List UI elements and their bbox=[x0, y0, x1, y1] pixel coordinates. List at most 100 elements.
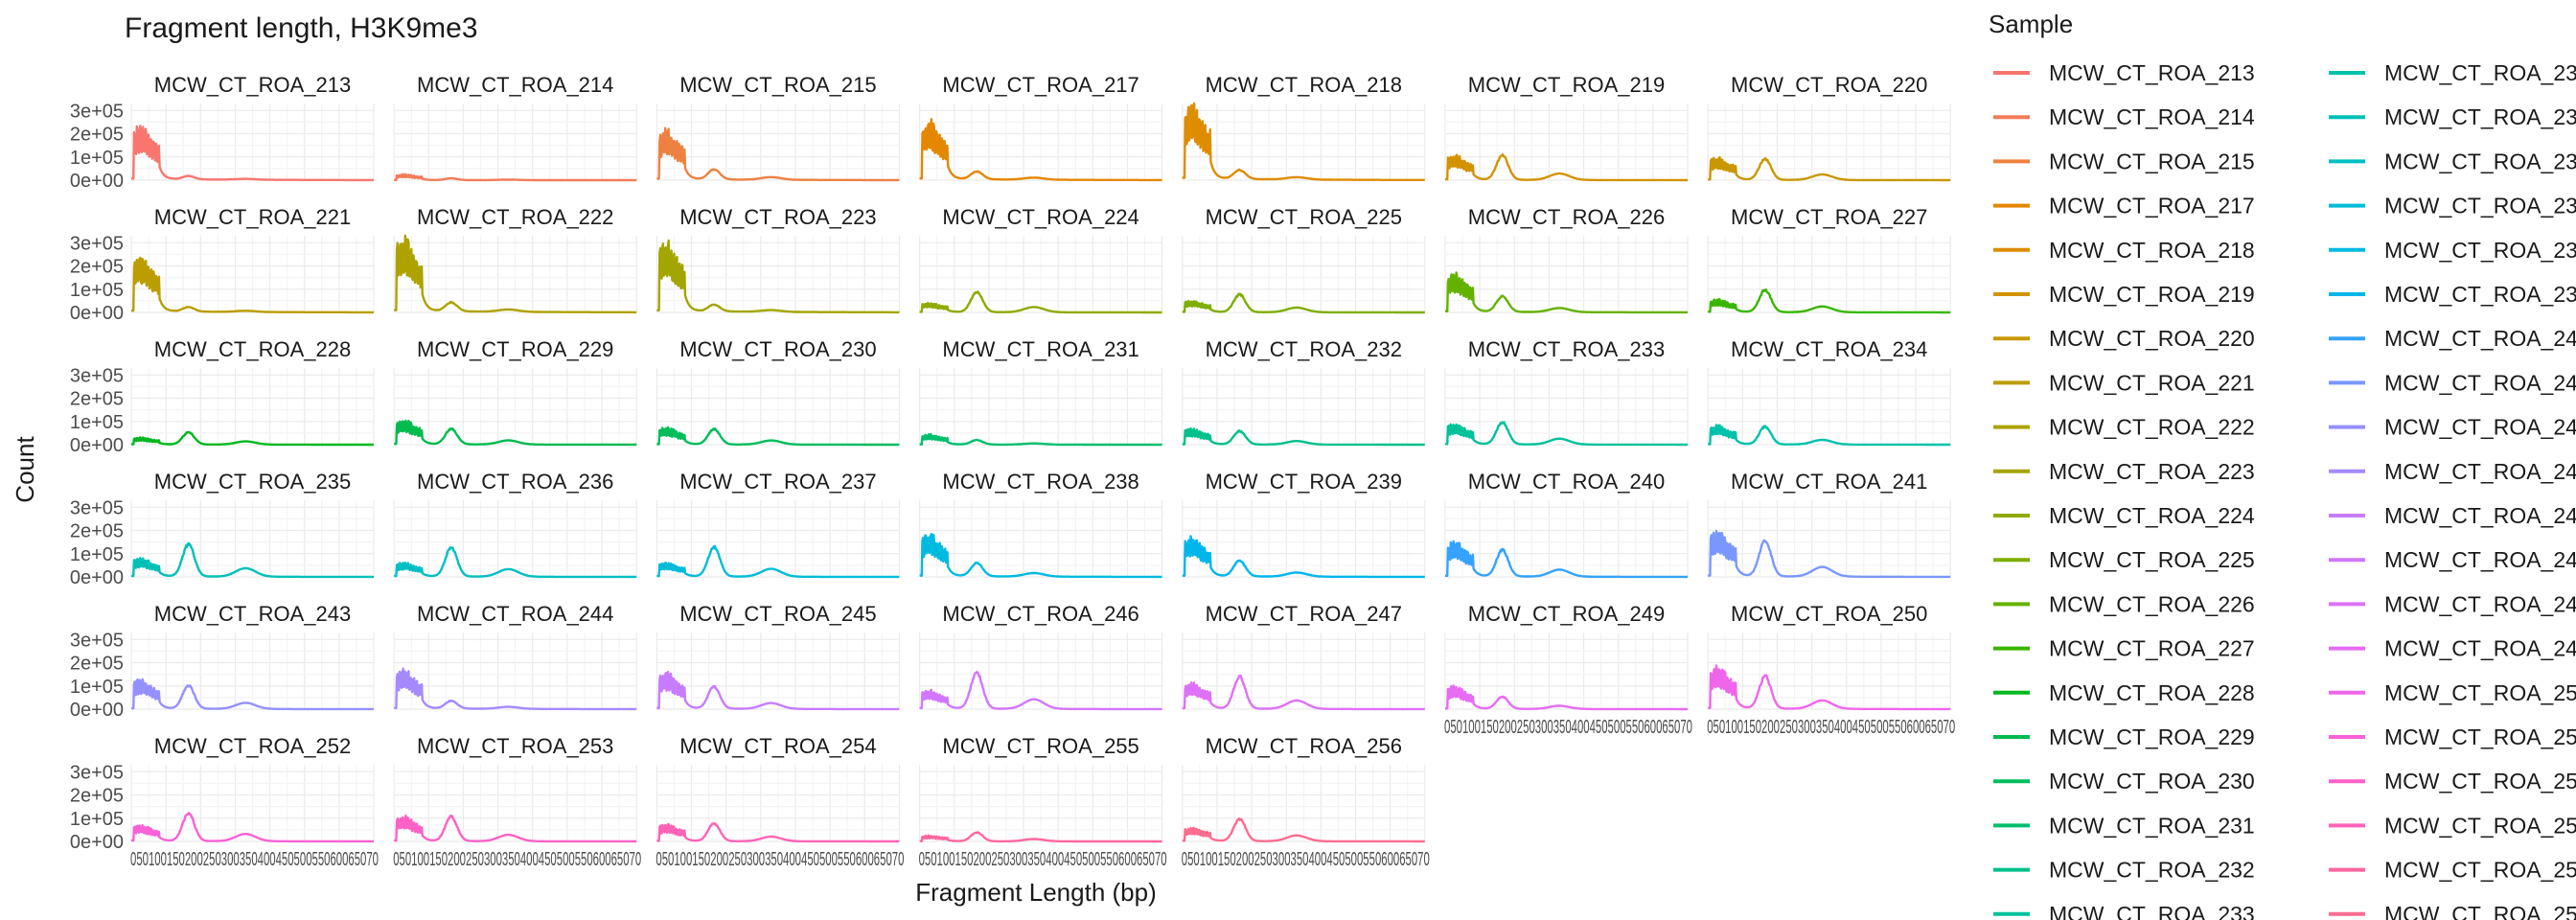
facet-label: MCW_CT_ROA_255 bbox=[942, 734, 1138, 758]
panel-grid bbox=[1182, 500, 1426, 578]
y-tick-label: 1e+05 bbox=[70, 677, 124, 698]
legend-item: MCW_CT_ROA_238 bbox=[2329, 238, 2576, 263]
legend-label: MCW_CT_ROA_235 bbox=[2384, 104, 2576, 129]
series-line bbox=[919, 290, 1163, 314]
series-line bbox=[1182, 674, 1426, 711]
series-line bbox=[656, 126, 900, 182]
panel-grid bbox=[1182, 368, 1426, 446]
facet-label: MCW_CT_ROA_230 bbox=[679, 337, 876, 361]
legend-label: MCW_CT_ROA_231 bbox=[2049, 813, 2255, 838]
panel-grid bbox=[918, 500, 1163, 578]
legend-item: MCW_CT_ROA_214 bbox=[1993, 104, 2255, 129]
series-line bbox=[656, 239, 900, 314]
panel-grid bbox=[393, 368, 637, 446]
legend-label: MCW_CT_ROA_245 bbox=[2384, 503, 2576, 528]
y-tick-label: 2e+05 bbox=[70, 257, 124, 278]
facet-label: MCW_CT_ROA_226 bbox=[1468, 205, 1665, 229]
facet-panel: MCW_CT_ROA_256 05010015020025030035040045… bbox=[1182, 734, 1430, 870]
legend-label: MCW_CT_ROA_241 bbox=[2384, 370, 2576, 395]
series-line bbox=[393, 172, 637, 182]
legend-label: MCW_CT_ROA_243 bbox=[2384, 415, 2576, 440]
facet-panel: MCW_CT_ROA_230 bbox=[656, 337, 901, 447]
facet-label: MCW_CT_ROA_236 bbox=[417, 470, 613, 494]
facet-label: MCW_CT_ROA_239 bbox=[1206, 470, 1402, 494]
legend-label: MCW_CT_ROA_240 bbox=[2384, 326, 2576, 351]
legend-item: MCW_CT_ROA_253 bbox=[2329, 769, 2576, 794]
chart-title: Fragment length, H3K9me3 bbox=[125, 12, 478, 44]
facet-panel: MCW_CT_ROA_241 bbox=[1707, 470, 1951, 579]
y-tick-label: 1e+05 bbox=[70, 412, 124, 433]
panel-grid bbox=[918, 765, 1163, 842]
series-line bbox=[1182, 292, 1426, 314]
y-tick-label: 0e+00 bbox=[70, 700, 124, 721]
facet-panel: MCW_CT_ROA_240 bbox=[1444, 470, 1689, 579]
y-axis-label: Count bbox=[11, 436, 39, 503]
facet-label: MCW_CT_ROA_254 bbox=[679, 734, 876, 758]
panel-grid bbox=[1182, 765, 1426, 842]
legend-item: MCW_CT_ROA_228 bbox=[1993, 680, 2255, 705]
facet-panel: MCW_CT_ROA_227 bbox=[1707, 205, 1951, 314]
series-line bbox=[1182, 426, 1426, 447]
facet-panel: MCW_CT_ROA_253 05010015020025030035040045… bbox=[393, 734, 641, 870]
series-line bbox=[1444, 540, 1689, 579]
series-line bbox=[1182, 535, 1426, 579]
facet-label: MCW_CT_ROA_218 bbox=[1206, 73, 1402, 97]
legend-item: MCW_CT_ROA_237 bbox=[2329, 194, 2576, 218]
legend-item: MCW_CT_ROA_233 bbox=[1993, 902, 2255, 920]
legend-label: MCW_CT_ROA_232 bbox=[2049, 858, 2255, 883]
series-line bbox=[1707, 664, 1951, 711]
panel-grid bbox=[656, 236, 901, 313]
panel-grid bbox=[393, 104, 637, 181]
panel-grid bbox=[130, 104, 375, 181]
facet-label: MCW_CT_ROA_233 bbox=[1468, 337, 1665, 361]
legend-item: MCW_CT_ROA_236 bbox=[2329, 149, 2576, 173]
legend-item: MCW_CT_ROA_215 bbox=[1993, 149, 2255, 173]
x-tick-labels: 0501001502002503003504004505005506006507… bbox=[1707, 717, 1955, 738]
facet-label: MCW_CT_ROA_223 bbox=[679, 205, 876, 229]
panel-grid bbox=[918, 104, 1163, 181]
panel-grid bbox=[1707, 632, 1951, 710]
facet-label: MCW_CT_ROA_244 bbox=[417, 602, 613, 626]
panel-grid bbox=[1182, 104, 1426, 181]
panel-grid bbox=[1707, 236, 1951, 313]
series-line bbox=[1707, 288, 1951, 314]
legend-item: MCW_CT_ROA_243 bbox=[2329, 415, 2576, 440]
facet-label: MCW_CT_ROA_229 bbox=[417, 337, 613, 361]
legend-item: MCW_CT_ROA_222 bbox=[1993, 415, 2255, 440]
y-tick-label: 2e+05 bbox=[70, 389, 124, 410]
y-tick-label: 3e+05 bbox=[70, 497, 124, 518]
legend-item: MCW_CT_ROA_229 bbox=[1993, 724, 2255, 749]
panel-grid bbox=[918, 236, 1163, 313]
panel-grid bbox=[393, 236, 637, 313]
legend-label: MCW_CT_ROA_247 bbox=[2384, 591, 2576, 616]
legend-item: MCW_CT_ROA_234 bbox=[2329, 60, 2576, 85]
legend-item: MCW_CT_ROA_235 bbox=[2329, 104, 2576, 129]
series-line bbox=[130, 812, 375, 843]
legend-item: MCW_CT_ROA_250 bbox=[2329, 680, 2576, 705]
legend-label: MCW_CT_ROA_239 bbox=[2384, 282, 2576, 307]
legend-item: MCW_CT_ROA_246 bbox=[2329, 547, 2576, 572]
facet-label: MCW_CT_ROA_250 bbox=[1731, 602, 1927, 626]
panel-grid bbox=[656, 104, 901, 181]
legend-item: MCW_CT_ROA_225 bbox=[1993, 547, 2255, 572]
legend-item: MCW_CT_ROA_232 bbox=[1993, 858, 2255, 883]
series-line bbox=[656, 670, 900, 711]
facet-label: MCW_CT_ROA_252 bbox=[154, 734, 351, 758]
series-line bbox=[393, 234, 637, 314]
panel-grid bbox=[1707, 500, 1951, 578]
legend-item: MCW_CT_ROA_219 bbox=[1993, 282, 2255, 307]
facet-panel: MCW_CT_ROA_238 bbox=[918, 470, 1163, 579]
legend-item: MCW_CT_ROA_255 bbox=[2329, 858, 2576, 883]
y-tick-label: 0e+00 bbox=[70, 435, 124, 456]
series-line bbox=[919, 118, 1163, 182]
y-tick-label: 3e+05 bbox=[70, 365, 124, 386]
legend-label: MCW_CT_ROA_221 bbox=[2049, 370, 2255, 395]
legend-item: MCW_CT_ROA_231 bbox=[1993, 813, 2255, 838]
legend-label: MCW_CT_ROA_237 bbox=[2384, 194, 2576, 218]
legend-item: MCW_CT_ROA_221 bbox=[1993, 370, 2255, 395]
facet-panel: MCW_CT_ROA_226 bbox=[1444, 205, 1689, 314]
legend-item: MCW_CT_ROA_252 bbox=[2329, 724, 2576, 749]
